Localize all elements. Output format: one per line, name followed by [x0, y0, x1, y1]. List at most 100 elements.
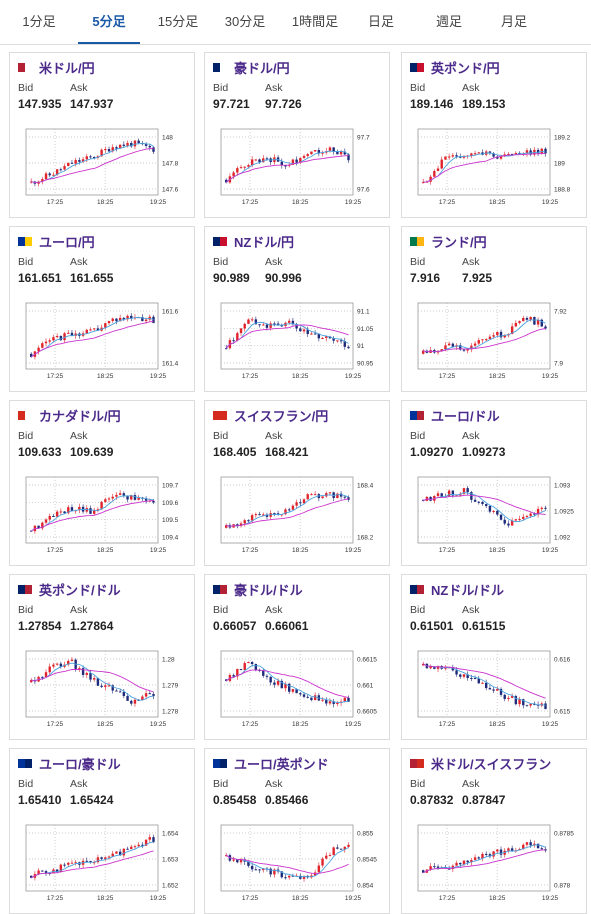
- moving-average-slow: [423, 849, 546, 874]
- flag-right-half: [417, 584, 424, 594]
- rate-card[interactable]: 米ドル/円 Bid Ask 147.935 147.937 17:25 18:25 19:25…: [9, 52, 195, 218]
- mini-chart[interactable]: 17:25 18:25 19:25 1.28 1.279 1.278: [16, 645, 188, 735]
- mini-chart[interactable]: 17:25 18:25 19:25 97.7 97.6: [211, 123, 383, 213]
- candle-body: [111, 853, 114, 857]
- rate-card[interactable]: ユーロ/円 Bid Ask 161.651 161.655 17:25 18:25 19:25…: [9, 226, 195, 392]
- mini-chart[interactable]: 17:25 18:25 19:25 189.2 189 188.8: [408, 123, 580, 213]
- pair-name[interactable]: カナダドル/円: [39, 408, 121, 424]
- flag-icon: [213, 62, 227, 72]
- mini-chart[interactable]: 17:25 18:25 19:25 0.8785 0.878: [408, 819, 580, 909]
- pair-name[interactable]: 豪ドル/ドル: [234, 582, 303, 598]
- candle-body: [118, 493, 122, 495]
- tab-2[interactable]: 15分足: [157, 14, 199, 29]
- candle-body: [265, 514, 269, 517]
- pair-name[interactable]: 米ドル/スイスフラン: [431, 756, 552, 772]
- candle-body: [503, 335, 506, 338]
- bid-value: 1.09270: [410, 445, 454, 459]
- candle-body: [436, 493, 440, 496]
- tab-5[interactable]: 日足: [367, 14, 394, 29]
- candle-body: [89, 672, 92, 680]
- x-tick-label: 17:25: [47, 721, 64, 728]
- pair-name[interactable]: ユーロ/豪ドル: [39, 756, 121, 772]
- candle-body: [440, 493, 443, 497]
- candle-body: [514, 519, 518, 521]
- tab-6[interactable]: 週足: [435, 14, 462, 29]
- mini-chart[interactable]: 17:25 18:25 19:25 161.6 161.4: [16, 297, 188, 387]
- flag-left-half: [410, 758, 417, 768]
- tab-7[interactable]: 月足: [500, 14, 527, 29]
- candle-body: [343, 846, 346, 850]
- candle-body: [522, 699, 525, 706]
- bid-value: 90.989: [213, 271, 250, 285]
- candle-body: [137, 140, 140, 144]
- mini-chart[interactable]: 17:25 18:25 19:25 109.7 109.6 109.5 109.4: [16, 471, 188, 561]
- plot-area: [25, 476, 159, 544]
- pair-name[interactable]: NZドル/円: [234, 234, 294, 250]
- bid-label: Bid: [410, 604, 426, 616]
- candle-body: [440, 159, 443, 169]
- pair-name[interactable]: ランド/円: [431, 234, 487, 250]
- candle-body: [284, 509, 287, 515]
- mini-chart[interactable]: 17:25 18:25 19:25 0.616 0.615: [408, 645, 580, 735]
- rate-card[interactable]: 英ポンド/円 Bid Ask 189.146 189.153 17:25 18:25 19:2…: [401, 52, 587, 218]
- candle-body: [533, 316, 536, 325]
- rate-card[interactable]: スイスフラン/円 Bid Ask 168.405 168.421 17:25 18:25 19…: [204, 400, 390, 566]
- candle-body: [459, 674, 462, 677]
- candle-body: [470, 859, 473, 863]
- candle-body: [332, 338, 335, 341]
- y-tick-label: 0.616: [554, 657, 571, 664]
- mini-chart[interactable]: 17:25 18:25 19:25 91.1 91.05 91 90.95: [211, 297, 383, 387]
- x-tick-label: 19:25: [150, 547, 167, 554]
- mini-chart[interactable]: 17:25 18:25 19:25 0.6615 0.661 0.6605: [211, 645, 383, 735]
- candle-body: [239, 669, 243, 671]
- rate-card[interactable]: 豪ドル/ドル Bid Ask 0.66057 0.66061 17:25 18:25 19:2…: [204, 574, 390, 740]
- rate-card[interactable]: ランド/円 Bid Ask 7.916 7.925 17:25 18:25 19:25 7.92…: [401, 226, 587, 392]
- candle-body: [232, 675, 235, 677]
- rate-card[interactable]: ユーロ/英ポンド Bid Ask 0.85458 0.85466 17:25 18:25 19…: [204, 748, 390, 914]
- candle-body: [115, 494, 118, 497]
- mini-chart[interactable]: 17:25 18:25 19:25 168.4 168.2: [211, 471, 383, 561]
- rate-card[interactable]: NZドル/ドル Bid Ask 0.61501 0.61515 17:25 18:25 19:…: [401, 574, 587, 740]
- candle-body: [455, 670, 458, 675]
- pair-name[interactable]: 豪ドル/円: [234, 60, 290, 76]
- rate-card[interactable]: 米ドル/スイスフラン Bid Ask 0.87832 0.87847 17:25 18:25…: [401, 748, 587, 914]
- mini-chart[interactable]: 17:25 18:25 19:25 1.093 1.0925 1.092: [408, 471, 580, 561]
- pair-name[interactable]: ユーロ/円: [39, 234, 95, 250]
- rate-card[interactable]: 豪ドル/円 Bid Ask 97.721 97.726 17:25 18:25 19:25 97…: [204, 52, 390, 218]
- rate-card[interactable]: 英ポンド/ドル Bid Ask 1.27854 1.27864 17:25 18:25 19:…: [9, 574, 195, 740]
- rate-card[interactable]: NZドル/円 Bid Ask 90.989 90.996 17:25 18:25 19:25 9…: [204, 226, 390, 392]
- candle-body: [254, 159, 258, 161]
- pair-name[interactable]: 英ポンド/円: [431, 60, 500, 76]
- candle-body: [284, 165, 287, 167]
- candle-body: [336, 493, 339, 499]
- y-tick-label: 0.855: [357, 831, 374, 838]
- x-tick-label: 18:25: [489, 721, 506, 728]
- pair-name[interactable]: 英ポンド/ドル: [39, 582, 121, 598]
- moving-average-slow: [31, 147, 154, 184]
- mini-chart[interactable]: 17:25 18:25 19:25 148 147.8 147.6: [16, 123, 188, 213]
- rate-card[interactable]: ユーロ/豪ドル Bid Ask 1.65410 1.65424 17:25 18:25 19:…: [9, 748, 195, 914]
- pair-name[interactable]: ユーロ/ドル: [431, 408, 500, 424]
- candle-body: [239, 167, 243, 169]
- candle-body: [280, 680, 283, 689]
- tab-3[interactable]: 30分足: [224, 14, 266, 29]
- tab-1[interactable]: 5分足: [78, 0, 140, 44]
- mini-chart[interactable]: 17:25 18:25 19:25 1.654 1.653 1.652: [16, 819, 188, 909]
- mini-chart[interactable]: 17:25 18:25 19:25 0.855 0.8545 0.854: [211, 819, 383, 909]
- candle-body: [59, 169, 63, 171]
- candle-body: [466, 349, 469, 351]
- mini-chart[interactable]: 17:25 18:25 19:25 7.92 7.9: [408, 297, 580, 387]
- tab-0[interactable]: 1分足: [22, 14, 56, 29]
- flag-left-half: [18, 758, 25, 768]
- pair-name[interactable]: スイスフラン/円: [234, 408, 329, 424]
- candle-body: [258, 514, 261, 516]
- candle-body: [55, 869, 59, 873]
- pair-name[interactable]: ユーロ/英ポンド: [234, 756, 329, 772]
- x-tick-label: 17:25: [47, 895, 64, 902]
- candle-body: [422, 182, 425, 184]
- tab-4[interactable]: 1時間足: [291, 14, 339, 29]
- rate-card[interactable]: ユーロ/ドル Bid Ask 1.09270 1.09273 17:25 18:25 19:2…: [401, 400, 587, 566]
- pair-name[interactable]: NZドル/ドル: [431, 582, 504, 598]
- pair-name[interactable]: 米ドル/円: [39, 60, 95, 76]
- rate-card[interactable]: カナダドル/円 Bid Ask 109.633 109.639 17:25 18:25 19:…: [9, 400, 195, 566]
